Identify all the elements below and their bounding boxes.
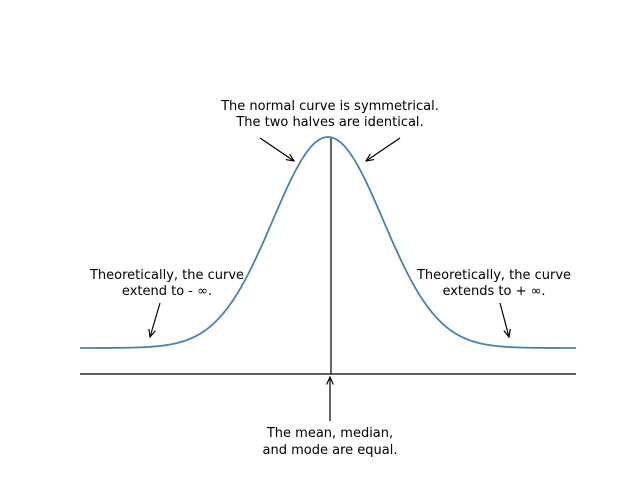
left-tail-arrow: [150, 302, 161, 337]
left-tail-label-line1: Theoretically, the curve: [89, 268, 244, 283]
left-tail-label-line2: extend to - ∞.: [122, 284, 212, 299]
symmetry-label-line1: The normal curve is symmetrical.: [220, 99, 439, 114]
right-tail-label-line2: extends to + ∞.: [442, 284, 545, 299]
normal-curve: [80, 136, 576, 349]
right-tail-arrow: [499, 302, 509, 337]
symmetry-arrow-left: [259, 137, 294, 161]
right-tail-label-line1: Theoretically, the curve: [416, 268, 571, 283]
symmetry-label-line2: The two halves are identical.: [235, 115, 423, 130]
symmetry-arrow-right: [366, 137, 401, 161]
center-label-line2: and mode are equal.: [263, 443, 398, 458]
center-label-line1: The mean, median,: [266, 426, 393, 441]
